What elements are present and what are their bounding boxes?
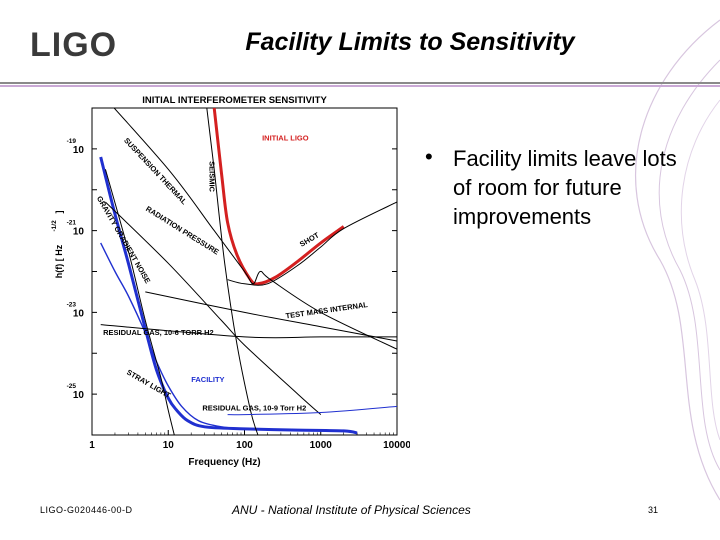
bullet-text: Facility limits leave lots of room for f… xyxy=(453,146,677,229)
series-residual-gas-1e-6 xyxy=(100,324,397,339)
y-tick-label: 10 xyxy=(73,390,85,401)
x-tick-label: 100 xyxy=(236,440,253,451)
y-tick-exponent: -21 xyxy=(67,220,77,227)
footer-organization: ANU - National Institute of Physical Sci… xyxy=(232,503,471,517)
annotation-facility: FACILITY xyxy=(191,375,224,384)
chart-title: INITIAL INTERFEROMETER SENSITIVITY xyxy=(142,95,327,106)
annotation-radiation-pressure: RADIATION PRESSURE xyxy=(144,204,220,256)
series-seismic xyxy=(206,108,259,435)
series-radiation-pressure xyxy=(105,201,322,415)
header-rule xyxy=(0,82,720,87)
decorative-swirl xyxy=(634,19,720,501)
series-facility-thin xyxy=(100,242,245,430)
y-axis-label: h(f) [ Hz xyxy=(54,244,64,278)
annotation-residual-gas-10-6-torr-h2: RESIDUAL GAS, 10-6 TORR H2 xyxy=(103,328,214,337)
x-tick-label: 1000 xyxy=(310,440,333,451)
y-axis-label-close: ] xyxy=(54,211,64,214)
x-tick-label: 1 xyxy=(89,440,95,451)
sensitivity-chart: INITIAL INTERFEROMETER SENSITIVITY 1 10 100… xyxy=(51,95,410,468)
y-tick-exponent: -19 xyxy=(67,138,77,145)
x-tick-label: 10 xyxy=(163,440,175,451)
series-facility xyxy=(99,156,358,435)
annotation-stray-light: STRAY LIGHT xyxy=(125,368,172,401)
y-tick-exponent: -23 xyxy=(67,301,77,308)
annotation-suspension-thermal: SUSPENSION THERMAL xyxy=(122,136,189,207)
slide-title: Facility Limits to Sensitivity xyxy=(245,28,575,56)
series-residual-gas-1e-9 xyxy=(227,405,397,416)
annotation-seismic: SEISMIC xyxy=(208,161,217,192)
bullet-dot: • xyxy=(425,144,433,169)
x-axis-label: Frequency (Hz) xyxy=(188,457,260,468)
x-tick-label: 10000 xyxy=(383,440,410,451)
series-test-mass-internal xyxy=(145,291,397,342)
series-shot xyxy=(227,201,397,286)
footer-doc-id: LIGO-G020446-00-D xyxy=(40,505,133,515)
series-suspension-thermal xyxy=(113,108,397,350)
annotation-test-mass-internal: TEST MASS INTERNAL xyxy=(285,300,369,321)
y-axis-label-exponent: -1/2 xyxy=(51,220,58,232)
series-gravity-gradient-noise xyxy=(104,169,175,435)
y-tick-label: 10 xyxy=(73,145,85,156)
y-tick-exponent: -25 xyxy=(67,383,77,390)
ligo-logo: LIGO xyxy=(30,26,118,64)
annotation-residual-gas-10-9-torr-h2: RESIDUAL GAS, 10-9 Torr H2 xyxy=(202,403,306,412)
page-number: 31 xyxy=(648,505,659,515)
annotation-initial-ligo: INITIAL LIGO xyxy=(262,134,309,143)
y-tick-label: 10 xyxy=(73,308,85,319)
y-tick-label: 10 xyxy=(73,227,85,238)
